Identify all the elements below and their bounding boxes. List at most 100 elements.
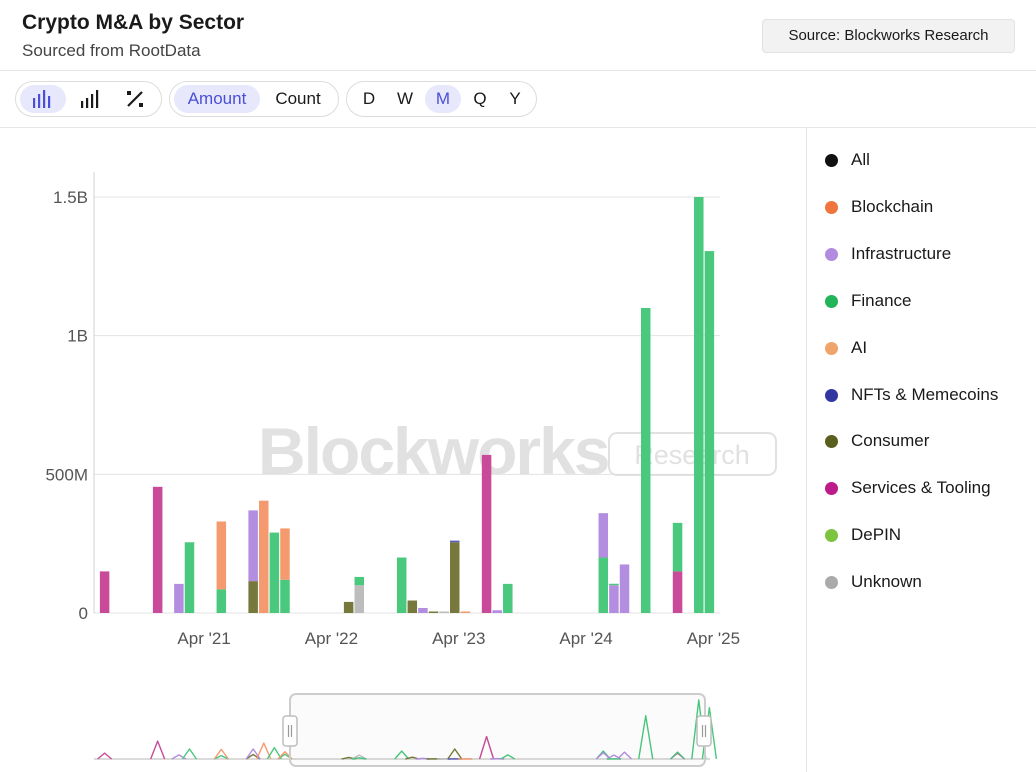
chart-header: Crypto M&A by Sector Sourced from RootDa… xyxy=(0,0,1036,71)
bar-segment xyxy=(343,601,354,613)
bar-segment xyxy=(152,486,163,613)
legend-dot xyxy=(825,482,838,496)
bar-segment xyxy=(280,528,290,580)
legend-label: Consumer xyxy=(851,431,930,451)
bar-segment xyxy=(174,583,184,613)
source-badge[interactable]: Source: Blockworks Research xyxy=(762,19,1015,53)
navigator-selection xyxy=(289,693,706,767)
watermark-badge xyxy=(608,432,777,476)
legend-label: Finance xyxy=(851,290,912,310)
bar-segment xyxy=(407,600,418,613)
legend-dot xyxy=(825,388,838,402)
y-tick-label: 0 xyxy=(79,604,88,623)
navigator-sparkline xyxy=(670,751,686,760)
bar-segment xyxy=(694,197,704,613)
navigator-handle-left[interactable] xyxy=(282,715,298,747)
bar-segment xyxy=(460,611,471,613)
navigator-sparkline xyxy=(478,735,495,760)
bar-segment xyxy=(672,522,683,572)
navigator-sparkline xyxy=(394,750,410,760)
legend-label: All xyxy=(851,150,870,169)
legend-divider xyxy=(806,128,807,772)
bar-segment xyxy=(280,579,290,613)
bar-segment xyxy=(439,611,449,613)
count-button[interactable]: Count xyxy=(275,89,321,108)
legend-label: Blockchain xyxy=(851,196,934,216)
bar-chart: 0 500M 1B 1.5B Apr '21 Apr '22 Apr '23 Apr '24 A… xyxy=(45,172,777,767)
bar-segment xyxy=(396,557,407,613)
x-tick-label: Apr '23 xyxy=(432,629,485,648)
interval-day-button[interactable]: D xyxy=(362,89,376,108)
handle-body xyxy=(282,715,298,747)
bar-segment xyxy=(704,251,715,613)
watermark-badge-text: Research xyxy=(634,440,750,470)
legend-label: Services & Tooling xyxy=(851,478,991,498)
y-tick-label: 1.5B xyxy=(53,188,88,207)
navigator-sparkline xyxy=(638,715,654,760)
bar-segment xyxy=(248,581,258,613)
legend-dot xyxy=(825,294,838,308)
bar-segment xyxy=(672,571,683,613)
interval-month-button[interactable]: M xyxy=(425,85,461,113)
amount-button[interactable]: Amount xyxy=(174,85,260,113)
bar-segment xyxy=(184,542,195,613)
legend-dot xyxy=(825,529,838,543)
navigator-sparkline xyxy=(351,754,367,760)
interval-year-button[interactable]: Y xyxy=(509,89,521,108)
chart-title: Crypto M&A by Sector xyxy=(22,11,245,34)
navigator-sparkline xyxy=(214,754,229,760)
bar-chart-icon xyxy=(33,90,51,108)
bar-segment xyxy=(216,521,227,590)
legend-dot xyxy=(825,341,838,355)
bar-segment xyxy=(449,542,460,613)
legend-label: Unknown xyxy=(851,572,922,592)
bar-segment xyxy=(492,610,502,613)
stacked-bar-button[interactable] xyxy=(68,85,114,113)
x-tick-label: Apr '21 xyxy=(177,629,230,648)
x-tick-label: Apr '24 xyxy=(559,629,612,648)
bar-segment xyxy=(481,454,492,613)
bar-segment xyxy=(269,532,280,613)
metric-toggle: Amount Count xyxy=(169,81,339,117)
navigator-handle-right[interactable] xyxy=(696,715,712,747)
range-navigator xyxy=(94,693,718,767)
bar-segment xyxy=(640,307,651,613)
navigator-sparkline xyxy=(447,748,463,760)
navigator-sparkline xyxy=(256,742,272,760)
navigator-sparkline xyxy=(97,752,113,760)
bar-segment xyxy=(248,510,258,582)
x-tick-label: Apr '25 xyxy=(687,629,740,648)
bar-segment xyxy=(259,500,269,613)
navigator-sparkline xyxy=(595,752,611,760)
interval-week-button[interactable]: W xyxy=(396,89,414,108)
legend-label: AI xyxy=(851,337,868,357)
bar-segment xyxy=(598,557,609,613)
legend-label: NFTs & Memecoins xyxy=(851,384,999,404)
legend-dot xyxy=(825,200,838,214)
navigator-sparkline xyxy=(617,751,632,760)
legend-dot xyxy=(825,576,838,590)
toolbar: Amount Count D W M Q Y xyxy=(0,71,1036,128)
watermark: Blockworks Research xyxy=(258,414,777,488)
bar-segment xyxy=(99,571,110,613)
bar-segment xyxy=(354,585,365,613)
navigator-sparkline xyxy=(213,748,229,760)
bar-segment xyxy=(503,583,513,613)
navigator-sparkline xyxy=(500,754,516,760)
x-tick-label: Apr '22 xyxy=(305,629,358,648)
chart-type-toggle xyxy=(15,81,162,117)
y-tick-label: 500M xyxy=(45,465,88,484)
chart-subtitle: Sourced from RootData xyxy=(22,41,201,60)
navigator-sparkline xyxy=(266,746,282,760)
bar-segment xyxy=(354,576,365,586)
bar-segment xyxy=(449,540,460,543)
bar-segment xyxy=(609,583,619,586)
bar-chart-button[interactable] xyxy=(20,85,66,113)
interval-quarter-button[interactable]: Q xyxy=(473,89,487,108)
legend-dot xyxy=(825,154,838,167)
watermark-text: Blockworks xyxy=(258,414,608,488)
percent-button[interactable] xyxy=(112,85,158,113)
y-tick-label: 1B xyxy=(67,327,88,346)
bar-segment xyxy=(418,608,428,613)
handle-body xyxy=(696,715,712,747)
